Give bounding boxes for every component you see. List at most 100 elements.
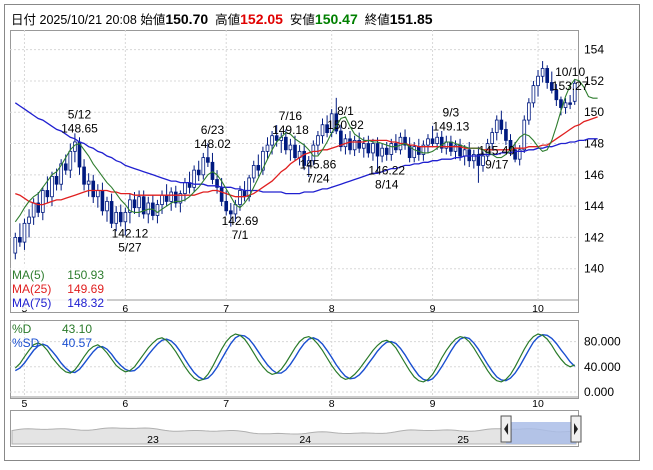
candle-down xyxy=(430,138,435,144)
candle-up xyxy=(40,190,45,213)
candle-down xyxy=(228,210,233,215)
annotation-value: 145.86 xyxy=(300,157,337,171)
candle-down xyxy=(384,147,389,155)
annotation-value: 149.18 xyxy=(272,123,309,137)
annotation-value: 149.13 xyxy=(433,120,470,134)
candle-down xyxy=(499,119,504,130)
annotation-date: 5/27 xyxy=(118,240,142,254)
candle-down xyxy=(439,136,444,149)
candle-up xyxy=(421,144,426,155)
osc-legend-label: %D xyxy=(12,322,32,336)
candle-down xyxy=(559,99,563,108)
high-value: 152.05 xyxy=(240,11,283,27)
candle-down xyxy=(375,143,380,157)
candle-down xyxy=(210,161,215,180)
candle-down xyxy=(109,201,114,224)
candle-up xyxy=(412,146,417,159)
candle-down xyxy=(467,149,472,162)
ma-legend-value: 150.93 xyxy=(67,268,104,282)
candle-down xyxy=(339,130,343,148)
candle-up xyxy=(527,102,531,121)
annotation-value: 142.69 xyxy=(222,214,259,228)
candle-down xyxy=(45,190,50,198)
candle-down xyxy=(334,113,339,132)
annotation-date: 7/16 xyxy=(279,109,303,123)
candle-up xyxy=(146,202,151,215)
candle-up xyxy=(59,163,63,185)
candle-up xyxy=(251,165,256,179)
annotation-date: 8/1 xyxy=(337,104,354,118)
candle-up xyxy=(105,201,109,212)
candle-down xyxy=(554,89,559,101)
candle-down xyxy=(513,149,517,160)
navigator-selection xyxy=(506,422,576,444)
candle-up xyxy=(361,143,366,149)
candle-up xyxy=(137,196,141,209)
candle-up xyxy=(311,144,316,162)
osc-tick-label: 80.000 xyxy=(584,335,621,349)
candle-down xyxy=(164,194,169,202)
candle-up xyxy=(155,204,160,216)
month-label: 8 xyxy=(329,303,335,315)
candle-up xyxy=(426,138,430,146)
candle-up xyxy=(316,135,320,146)
candle-down xyxy=(284,136,288,151)
candle-up xyxy=(114,211,118,224)
candle-up xyxy=(352,139,357,151)
candle-up xyxy=(371,143,375,154)
navigator-year-label: 23 xyxy=(147,434,159,446)
candle-up xyxy=(572,82,577,102)
candle-down xyxy=(325,124,329,133)
osc-month-label: 5 xyxy=(22,398,28,410)
open-value: 150.70 xyxy=(165,11,209,27)
candle-up xyxy=(238,190,242,205)
candle-down xyxy=(215,179,219,188)
candle-down xyxy=(173,191,178,204)
candle-up xyxy=(435,136,439,144)
annotation-date: 8/14 xyxy=(375,178,399,192)
price-tick-label: 150 xyxy=(584,105,604,119)
osc-legend-value: 40.57 xyxy=(62,336,92,350)
candle-up xyxy=(31,202,36,218)
navigator-year-label: 25 xyxy=(457,434,469,446)
ma-legend-label: MA(25) xyxy=(12,282,51,296)
candle-down xyxy=(549,82,554,91)
datetime-value: 2025/10/21 20:08 xyxy=(39,13,137,27)
annotation-date: 7/24 xyxy=(306,171,330,185)
ma5-line xyxy=(14,78,598,223)
annotation-date: 9/3 xyxy=(443,106,460,120)
annotation-date: 7/1 xyxy=(232,228,249,242)
candle-down xyxy=(568,102,572,105)
navigator-series xyxy=(11,427,577,445)
candle-up xyxy=(306,160,311,166)
price-panel-frame xyxy=(10,30,579,313)
osc-legend-value: 43.10 xyxy=(62,322,92,336)
month-label: 6 xyxy=(122,303,128,315)
candle-up xyxy=(27,216,31,224)
candle-up xyxy=(462,149,467,157)
month-label: 9 xyxy=(430,303,436,315)
annotation-value: 142.12 xyxy=(112,226,149,240)
ma-legend-label: MA(75) xyxy=(12,296,51,310)
annotation-value: 145.49 xyxy=(478,143,515,157)
price-tick-label: 148 xyxy=(584,137,604,151)
annotation-date: 6/23 xyxy=(201,123,225,137)
oscillator-panel-frame xyxy=(10,320,579,399)
candle-up xyxy=(481,155,485,166)
candle-up xyxy=(183,182,187,195)
arrow-left-icon xyxy=(504,423,509,435)
annotation-value: 146.22 xyxy=(368,164,405,178)
stoch-d-line xyxy=(14,333,575,383)
price-tick-label: 142 xyxy=(584,230,604,244)
candle-down xyxy=(348,138,352,151)
candle-up xyxy=(453,144,458,152)
low-value: 150.47 xyxy=(314,11,358,27)
candle-down xyxy=(132,199,137,209)
price-tick-label: 144 xyxy=(584,199,604,213)
candle-up xyxy=(128,199,132,213)
close-value: 151.85 xyxy=(389,11,433,27)
osc-legend-label: %SD xyxy=(12,336,40,350)
annotation-value: 150.92 xyxy=(327,118,364,132)
